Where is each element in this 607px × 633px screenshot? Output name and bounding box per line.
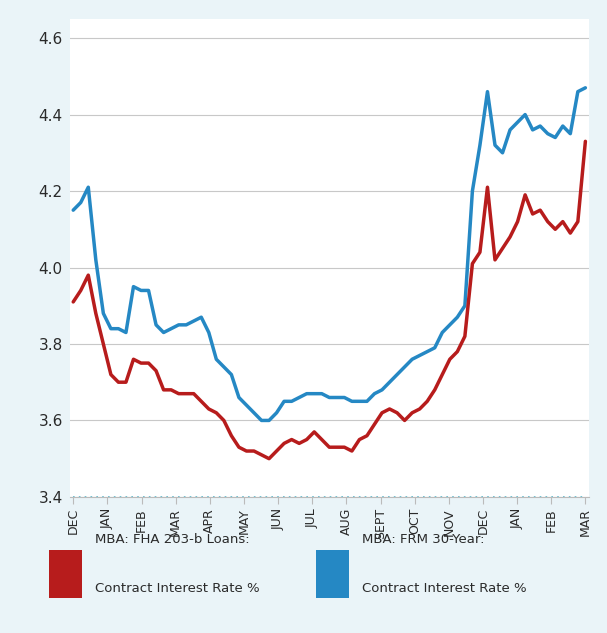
Text: MBA: FHA 203-b Loans:: MBA: FHA 203-b Loans:	[95, 534, 250, 546]
Text: Contract Interest Rate %: Contract Interest Rate %	[362, 582, 527, 595]
Text: Contract Interest Rate %: Contract Interest Rate %	[95, 582, 260, 595]
Text: MBA: FRM 30-Year:: MBA: FRM 30-Year:	[362, 534, 485, 546]
